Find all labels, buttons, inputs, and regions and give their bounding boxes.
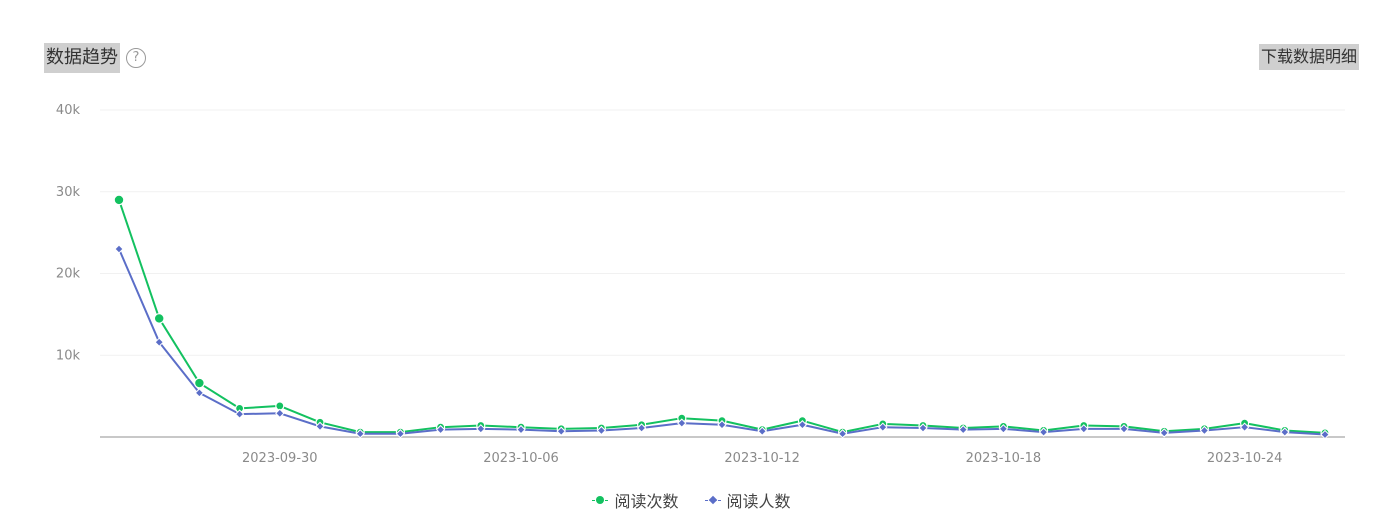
- data-point[interactable]: [918, 423, 928, 433]
- question-circle-icon[interactable]: ?: [126, 48, 146, 68]
- legend-item-0[interactable]: 阅读次数: [592, 488, 679, 512]
- data-point[interactable]: [193, 377, 205, 389]
- download-details-button[interactable]: 下载数据明细: [1258, 44, 1359, 70]
- data-point[interactable]: [234, 409, 245, 419]
- data-point[interactable]: [878, 422, 888, 432]
- legend-item-1[interactable]: 阅读人数: [704, 488, 791, 512]
- y-tick-label: 20k: [56, 267, 81, 282]
- chart-legend: 阅读次数 阅读人数: [0, 488, 1383, 512]
- legend-label: 阅读次数: [614, 492, 679, 511]
- data-point[interactable]: [1119, 424, 1129, 434]
- circle-line-legend-icon: [592, 494, 609, 506]
- data-point[interactable]: [1280, 427, 1290, 437]
- data-point[interactable]: [153, 313, 165, 324]
- x-tick-label: 2023-10-18: [966, 451, 1042, 466]
- data-point[interactable]: [1239, 422, 1250, 432]
- data-point[interactable]: [1038, 427, 1049, 437]
- data-point[interactable]: [958, 424, 968, 435]
- trend-chart: 40k 30k 20k 10k 2023-09-30 2023-10-06 2023-10…: [56, 103, 1345, 466]
- section-header: 数据趋势 ?: [44, 43, 146, 73]
- data-point[interactable]: [1199, 425, 1210, 436]
- x-tick-label: 2023-10-06: [483, 451, 559, 466]
- y-tick-label: 30k: [56, 185, 81, 200]
- data-point[interactable]: [998, 424, 1009, 434]
- section-title: 数据趋势: [44, 43, 120, 73]
- data-point[interactable]: [757, 426, 767, 436]
- data-point[interactable]: [797, 420, 808, 430]
- x-tick-label: 2023-10-12: [724, 451, 800, 466]
- data-point[interactable]: [114, 244, 124, 254]
- data-point[interactable]: [1079, 424, 1089, 434]
- x-tick-label: 2023-10-24: [1207, 451, 1283, 466]
- data-point[interactable]: [275, 408, 285, 418]
- data-point[interactable]: [717, 420, 727, 430]
- data-point[interactable]: [315, 421, 325, 432]
- y-tick-label: 10k: [56, 348, 81, 363]
- data-point[interactable]: [395, 429, 406, 439]
- data-point[interactable]: [516, 424, 526, 435]
- data-point[interactable]: [113, 194, 125, 206]
- legend-label: 阅读人数: [726, 492, 791, 511]
- data-point[interactable]: [596, 425, 607, 436]
- data-point[interactable]: [556, 426, 566, 436]
- data-point[interactable]: [636, 423, 647, 433]
- series-line-0: [118, 199, 1326, 434]
- data-point[interactable]: [837, 429, 848, 439]
- data-point[interactable]: [1159, 428, 1169, 438]
- data-point[interactable]: [1320, 429, 1330, 440]
- data-point[interactable]: [677, 418, 687, 428]
- data-point[interactable]: [355, 429, 365, 439]
- series-line-1: [118, 248, 1326, 436]
- y-tick-label: 40k: [56, 103, 81, 118]
- data-point[interactable]: [435, 424, 446, 435]
- data-point[interactable]: [476, 424, 486, 434]
- data-point[interactable]: [194, 388, 205, 398]
- diamond-line-legend-icon: [704, 494, 721, 506]
- data-point[interactable]: [154, 337, 164, 347]
- x-tick-label: 2023-09-30: [242, 451, 318, 466]
